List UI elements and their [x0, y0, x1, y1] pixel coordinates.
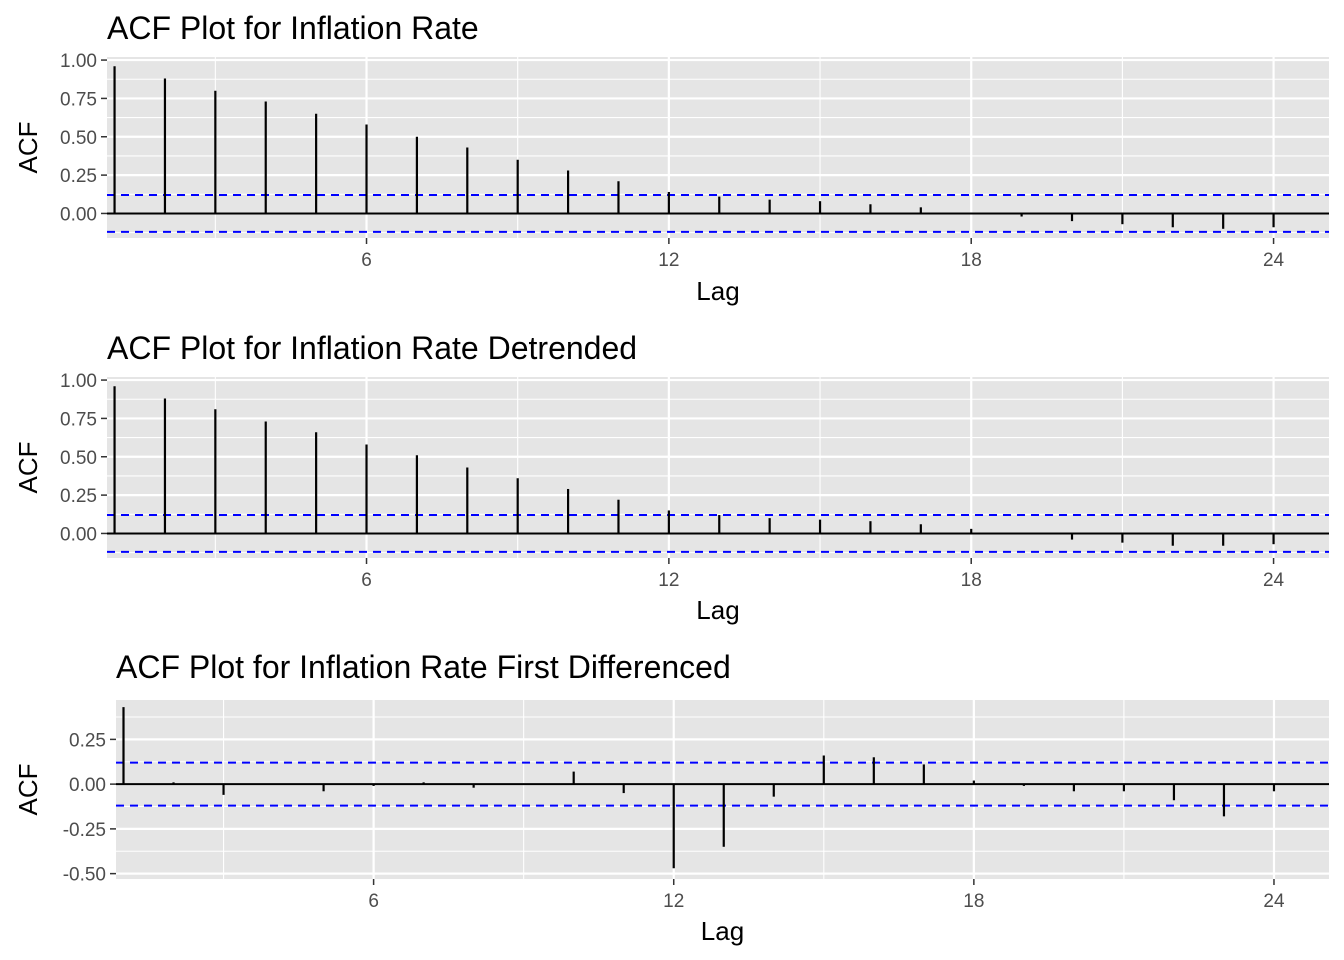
acf-panel-1: 0.00 0.25 0.50 0.75 1.00 6 12 18 24 ACF Plot for …: [13, 10, 1329, 306]
y-tick-label: 0.00: [69, 775, 106, 796]
x-tick-label: 12: [658, 250, 679, 271]
y-tick-label: -0.50: [63, 865, 106, 886]
chart-title: ACF Plot for Inflation Rate First Differ…: [116, 649, 731, 685]
y-tick-label: 0.25: [60, 486, 97, 507]
y-tick-label: 0.75: [60, 89, 97, 110]
x-tick-label: 12: [658, 570, 679, 591]
y-tick-label: 0.00: [60, 524, 97, 545]
x-tick-label: 6: [361, 570, 372, 591]
y-axis-title: ACF: [13, 764, 43, 816]
x-axis-title: Lag: [696, 276, 739, 306]
x-axis-title: Lag: [701, 916, 744, 946]
chart-title: ACF Plot for Inflation Rate Detrended: [107, 330, 637, 366]
x-tick-label: 18: [963, 891, 984, 912]
acf-panel-2: 0.00 0.25 0.50 0.75 1.00 6 12 18 24 ACF Plot for …: [13, 330, 1329, 625]
y-tick-label: 0.50: [60, 448, 97, 469]
plot-panel-background: [116, 700, 1329, 879]
x-tick-label: 24: [1263, 250, 1285, 271]
y-tick-label: 1.00: [60, 371, 97, 392]
y-tick-label: 0.25: [69, 730, 106, 751]
chart-title: ACF Plot for Inflation Rate: [107, 10, 479, 46]
x-tick-label: 24: [1263, 570, 1285, 591]
y-tick-label: 0.50: [60, 128, 97, 149]
x-axis-title: Lag: [696, 595, 739, 625]
x-tick-label: 18: [961, 250, 982, 271]
x-tick-label: 6: [368, 891, 379, 912]
y-axis-title: ACF: [13, 122, 43, 174]
x-tick-label: 18: [961, 570, 982, 591]
y-tick-label: 0.75: [60, 409, 97, 430]
y-axis-title: ACF: [13, 442, 43, 494]
y-tick-label: 0.00: [60, 204, 97, 225]
x-tick-label: 24: [1263, 891, 1285, 912]
plot-panel-background: [107, 377, 1329, 558]
x-tick-label: 12: [663, 891, 684, 912]
x-tick-label: 6: [361, 250, 372, 271]
acf-panel-3: -0.50 -0.25 0.00 0.25 6 12 18 24 ACF Plot for In…: [13, 649, 1329, 946]
y-tick-label: -0.25: [63, 820, 106, 841]
plot-panel-background: [107, 57, 1329, 238]
y-tick-label: 1.00: [60, 51, 97, 72]
y-tick-label: 0.25: [60, 166, 97, 187]
